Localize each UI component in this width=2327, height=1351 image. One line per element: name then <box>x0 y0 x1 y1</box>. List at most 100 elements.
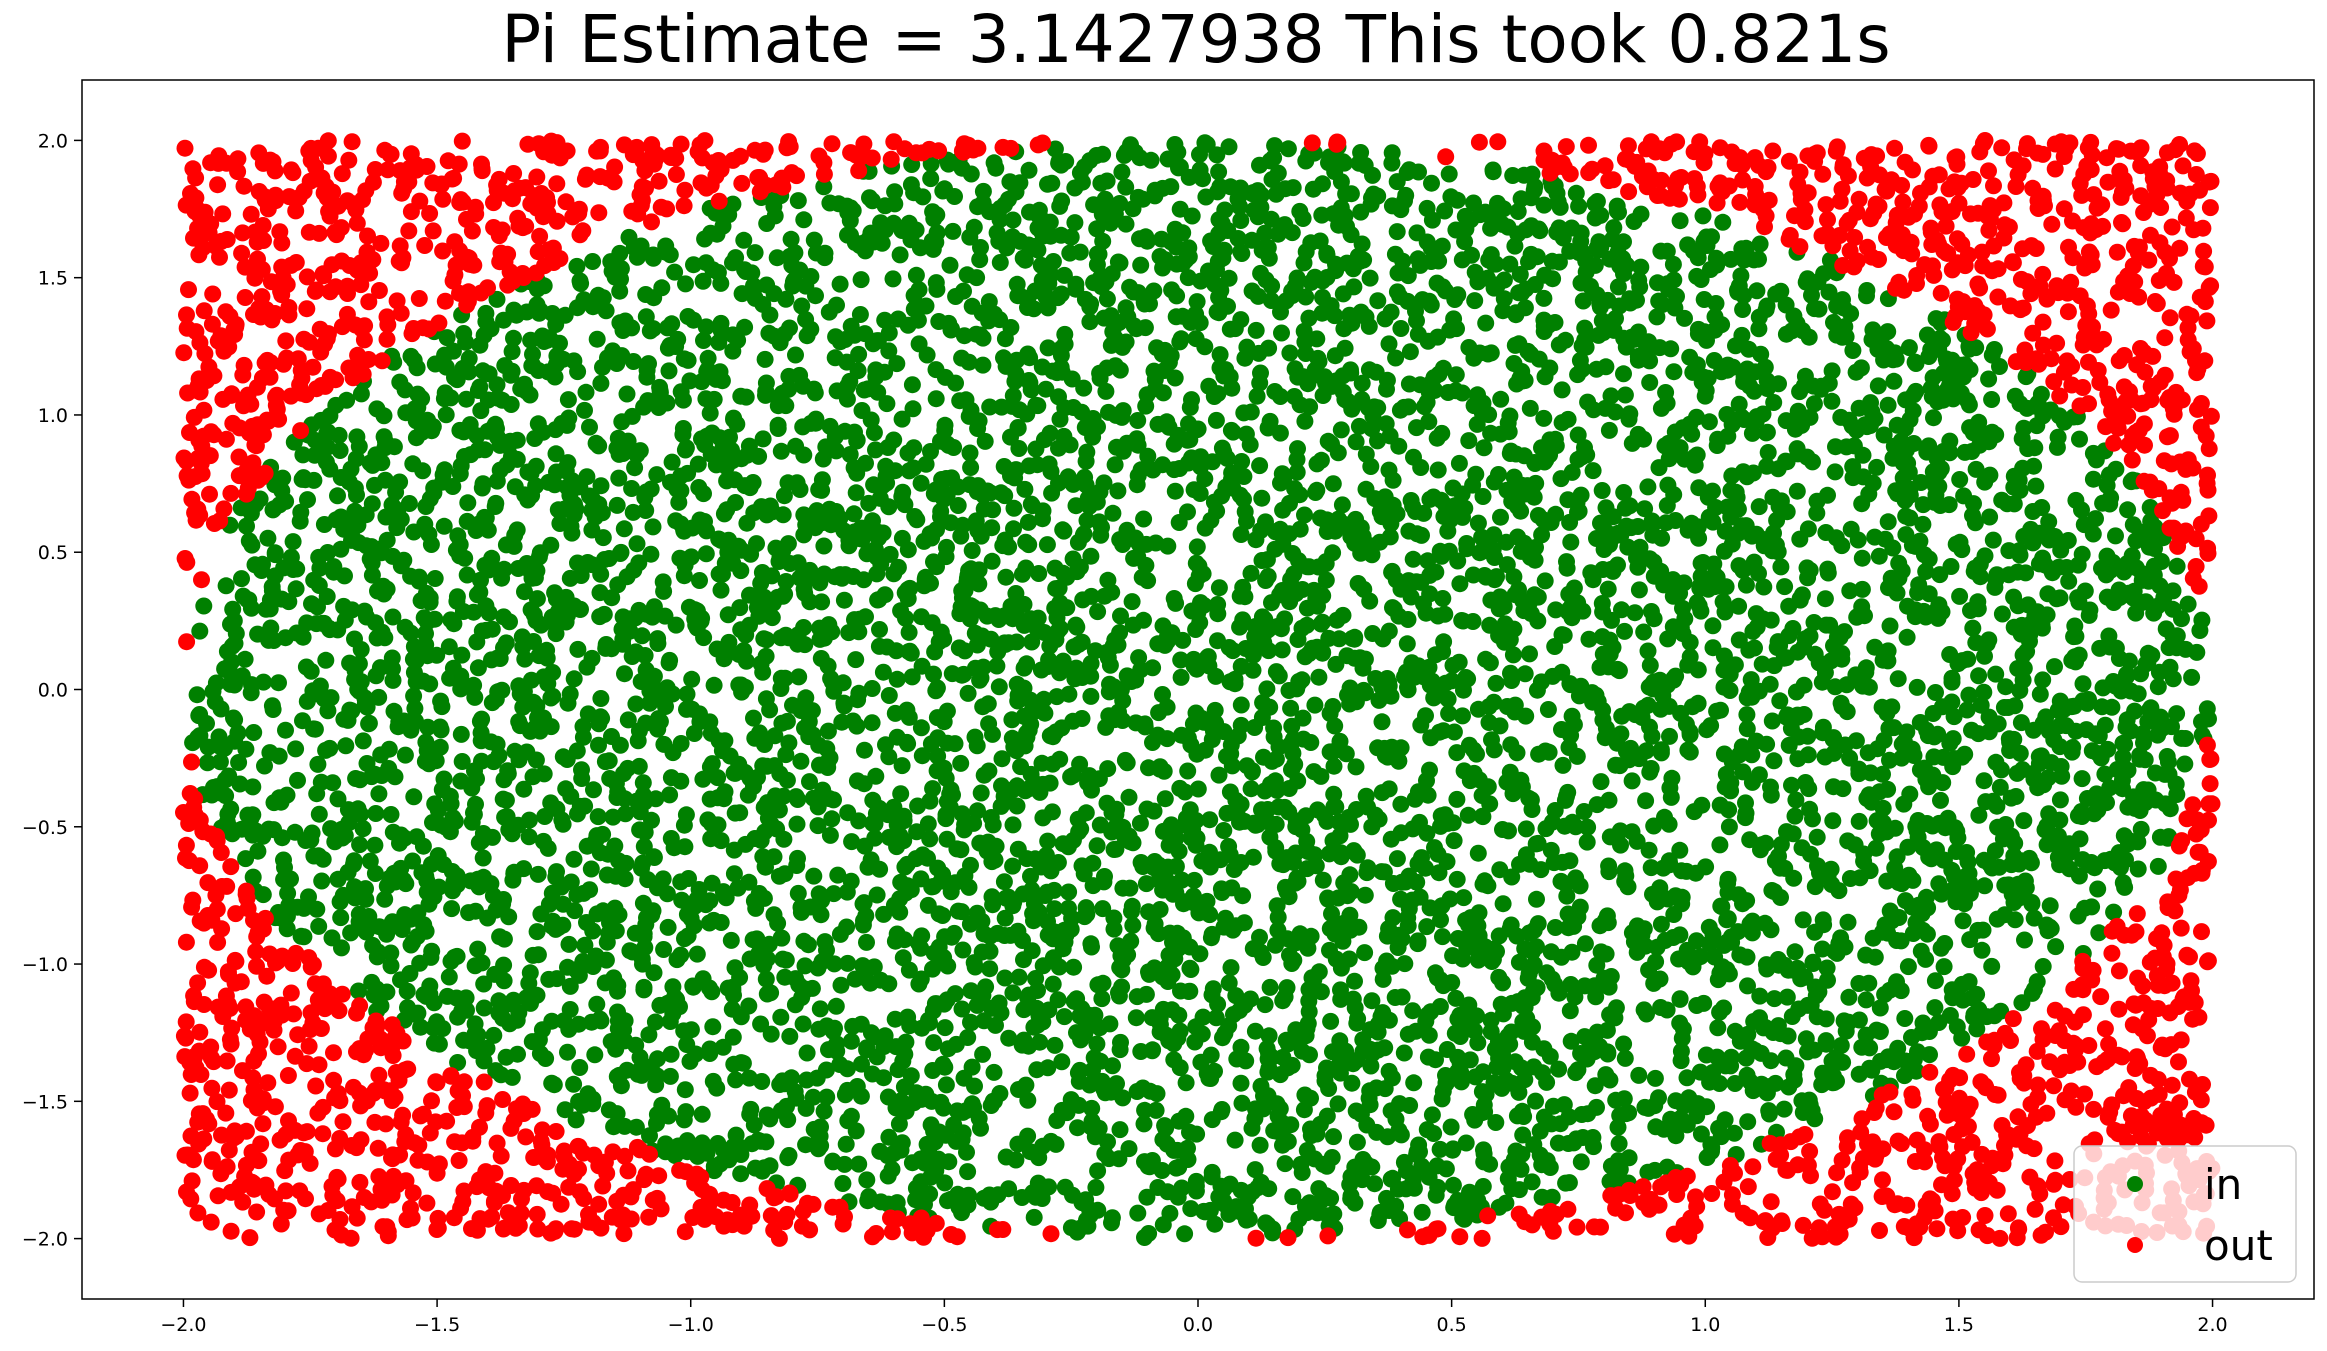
point-in <box>1212 880 1230 898</box>
point-in <box>1285 388 1303 405</box>
point-in <box>236 650 254 668</box>
point-in <box>586 1046 604 1064</box>
point-in <box>1071 558 1089 576</box>
point-in <box>224 600 242 618</box>
point-in <box>1536 266 1554 284</box>
point-in <box>1616 1049 1634 1067</box>
point-in <box>1850 812 1868 830</box>
point-in <box>1850 1065 1868 1083</box>
point-in <box>1993 491 2011 509</box>
point-in <box>601 914 618 932</box>
point-in <box>1301 1046 1318 1064</box>
point-in <box>2046 658 2063 676</box>
point-in <box>1305 763 1323 781</box>
point-in <box>902 1067 920 1085</box>
point-in <box>860 494 878 512</box>
point-in <box>1295 254 1313 272</box>
point-in <box>937 1076 955 1094</box>
point-in <box>2183 668 2201 686</box>
point-in <box>367 805 385 822</box>
point-in <box>1362 458 1380 475</box>
point-in <box>761 1157 779 1175</box>
point-in <box>874 663 892 681</box>
point-in <box>811 619 829 637</box>
point-in <box>515 780 533 798</box>
point-in <box>679 351 697 369</box>
point-in <box>1712 701 1729 719</box>
point-in <box>1383 154 1401 172</box>
point-in <box>1106 456 1124 474</box>
point-in <box>321 739 339 757</box>
point-in <box>1176 1225 1194 1243</box>
point-in <box>649 630 667 648</box>
point-in <box>611 736 629 754</box>
point-in <box>1960 973 1978 991</box>
point-in <box>893 410 911 428</box>
point-in <box>540 895 558 913</box>
point-in <box>1060 883 1078 901</box>
point-in <box>965 954 983 972</box>
point-in <box>1799 727 1817 745</box>
point-in <box>727 249 745 267</box>
point-in <box>329 870 347 888</box>
point-in <box>422 536 440 553</box>
point-in <box>350 982 367 1000</box>
point-in <box>459 494 477 512</box>
point-in <box>880 1128 898 1146</box>
point-in <box>644 249 662 267</box>
point-in <box>1423 174 1440 192</box>
point-in <box>1908 678 1926 696</box>
point-in <box>1673 1029 1691 1047</box>
point-in <box>576 936 594 954</box>
point-in <box>1324 475 1342 493</box>
point-in <box>816 244 834 262</box>
point-in <box>831 275 849 293</box>
point-in <box>1053 1053 1071 1071</box>
point-in <box>333 939 350 957</box>
point-in <box>1565 917 1583 935</box>
point-in <box>691 572 708 589</box>
point-in <box>747 899 765 917</box>
point-in <box>809 817 827 835</box>
point-in <box>1451 575 1469 593</box>
point-in <box>2074 675 2092 693</box>
point-in <box>596 753 614 771</box>
point-in <box>486 498 504 515</box>
point-in <box>1184 893 1201 911</box>
point-in <box>683 670 701 688</box>
point-in <box>2049 701 2067 719</box>
point-in <box>1343 1074 1361 1092</box>
point-in <box>1574 292 1592 310</box>
point-in <box>775 830 793 848</box>
point-in <box>1925 409 1942 427</box>
point-in <box>2100 466 2118 484</box>
point-in <box>1554 756 1572 774</box>
point-in <box>1535 409 1553 427</box>
point-in <box>1253 489 1271 507</box>
point-in <box>1592 773 1610 791</box>
point-in <box>865 424 883 442</box>
point-in <box>1562 533 1580 551</box>
point-in <box>1055 266 1073 284</box>
point-in <box>904 400 922 418</box>
point-in <box>1450 454 1468 472</box>
point-in <box>1191 146 1208 163</box>
point-in <box>1103 804 1121 822</box>
point-in <box>1987 571 2005 589</box>
point-in <box>972 1119 989 1137</box>
point-in <box>1052 156 1070 174</box>
point-in <box>1935 958 1953 976</box>
point-in <box>1970 806 1988 824</box>
point-in <box>1247 321 1265 339</box>
point-in <box>588 995 606 1013</box>
point-in <box>1539 701 1557 718</box>
point-in <box>693 1105 711 1123</box>
point-in <box>907 266 925 284</box>
point-in <box>1420 1026 1438 1044</box>
point-in <box>1368 1123 1386 1141</box>
point-in <box>918 346 936 364</box>
point-in <box>598 866 616 884</box>
point-in <box>1991 778 2009 796</box>
point-in <box>628 535 646 553</box>
point-in <box>1454 707 1471 725</box>
